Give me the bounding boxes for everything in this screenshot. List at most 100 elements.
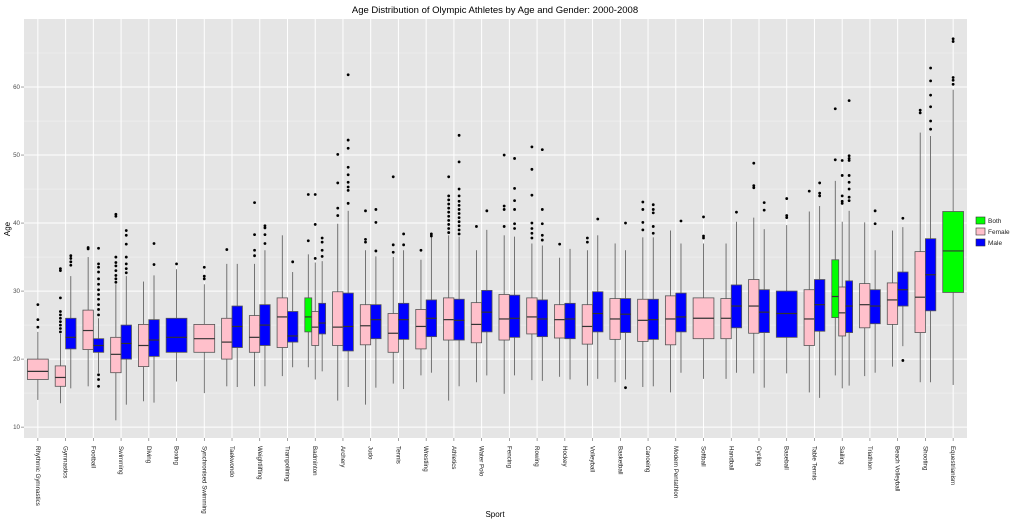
outlier-point	[59, 327, 62, 330]
outlier-point	[124, 242, 128, 246]
outlier-point	[124, 255, 128, 259]
box-both	[831, 107, 840, 376]
outlier-point	[585, 236, 589, 240]
outlier-point	[253, 254, 256, 258]
outlier-point	[530, 167, 534, 171]
box-male	[231, 263, 243, 387]
outlier-point	[641, 200, 645, 204]
x-tick-label: Water Polo	[478, 446, 485, 477]
iqr-box	[526, 297, 538, 335]
outlier-point	[97, 288, 100, 292]
plot-panel	[24, 19, 967, 438]
outlier-point	[59, 330, 62, 334]
outlier-point	[847, 99, 851, 103]
box-male	[65, 254, 77, 389]
box-male	[398, 232, 410, 390]
iqr-box	[942, 211, 964, 293]
x-tick-label: Sailing	[838, 446, 845, 465]
outlier-point	[306, 239, 310, 243]
outlier-point	[457, 212, 461, 215]
outlier-point	[429, 234, 433, 238]
x-tick-label: Equestrianism	[949, 446, 956, 485]
outlier-point	[929, 119, 932, 123]
x-tick-label: Canoeing	[644, 446, 651, 473]
outlier-point	[641, 208, 645, 211]
box-female	[82, 246, 94, 387]
outlier-point	[263, 226, 267, 230]
outlier-point	[457, 187, 461, 191]
outlier-point	[263, 242, 267, 245]
outlier-point	[847, 195, 851, 199]
outlier-point	[447, 210, 451, 214]
x-tick-label: Athletics	[450, 446, 457, 469]
outlier-point	[901, 359, 905, 362]
box-female	[248, 201, 261, 387]
outlier-point	[818, 181, 822, 185]
outlier-point	[402, 232, 406, 236]
outlier-point	[540, 222, 544, 226]
outlier-point	[306, 193, 310, 196]
outlier-point	[364, 209, 367, 213]
x-tick-label: Weightlifting	[256, 446, 263, 480]
outlier-point	[457, 228, 461, 232]
legend-item-both: Both	[975, 216, 1002, 225]
box-male	[619, 221, 632, 390]
outlier-point	[929, 66, 932, 70]
iqr-box	[148, 319, 160, 357]
iqr-box	[831, 259, 840, 319]
outlier-point	[202, 265, 206, 269]
outlier-point	[502, 208, 506, 211]
outlier-point	[402, 243, 406, 247]
outlier-point	[530, 193, 534, 197]
iqr-box	[415, 309, 427, 350]
outlier-point	[97, 277, 100, 281]
x-tick-label: Handball	[727, 446, 734, 470]
box-female	[387, 175, 399, 384]
iqr-box	[65, 317, 77, 350]
x-tick-label: Rhythmic Gymnastics	[34, 446, 41, 506]
outlier-point	[485, 209, 489, 213]
outlier-point	[97, 265, 100, 269]
box-male	[675, 219, 687, 373]
outlier-point	[818, 194, 822, 198]
outlier-point	[114, 255, 118, 259]
outlier-point	[374, 208, 378, 211]
box-male	[814, 181, 826, 398]
x-tick-label: Modern Pentathlon	[672, 446, 679, 499]
y-axis-title: Age	[3, 221, 12, 236]
outlier-point	[651, 231, 655, 235]
legend-key-male	[975, 238, 986, 247]
outlier-point	[320, 236, 324, 240]
outlier-point	[951, 78, 955, 82]
outlier-point	[346, 189, 350, 192]
outlier-point	[785, 216, 789, 220]
outlier-point	[419, 248, 423, 252]
legend-label-male: Male	[988, 240, 1002, 247]
outlier-point	[540, 233, 544, 237]
iqr-box	[120, 324, 132, 360]
outlier-point	[513, 227, 516, 230]
iqr-box	[318, 302, 327, 335]
x-tick-label: Trampolining	[283, 446, 290, 482]
box-female	[311, 193, 320, 380]
outlier-point	[513, 222, 516, 226]
iqr-box	[564, 302, 576, 340]
iqr-box	[453, 298, 465, 341]
outlier-point	[320, 240, 324, 244]
outlier-point	[124, 271, 128, 275]
outlier-point	[346, 165, 350, 169]
outlier-point	[97, 303, 100, 307]
x-tick-label: Fencing	[505, 446, 512, 469]
outlier-point	[263, 233, 267, 237]
box-female	[193, 265, 216, 394]
outlier-point	[457, 232, 461, 236]
x-tick-label: Triathlon	[866, 446, 873, 470]
iqr-box	[276, 297, 288, 348]
legend-item-male: Male	[975, 238, 1002, 247]
outlier-point	[124, 267, 128, 271]
outlier-point	[124, 233, 128, 237]
x-tick-label: Boxing	[173, 446, 180, 465]
legend: Both Female Male	[975, 216, 1010, 247]
outlier-point	[457, 199, 461, 203]
outlier-point	[457, 208, 461, 211]
